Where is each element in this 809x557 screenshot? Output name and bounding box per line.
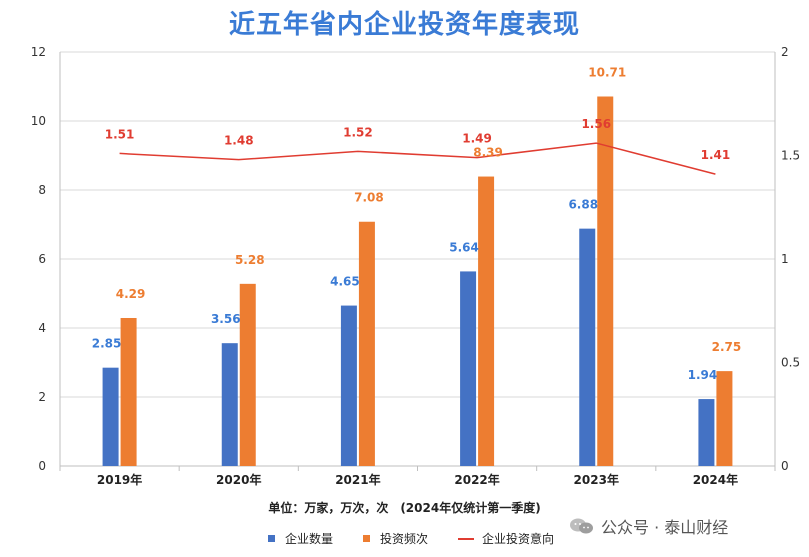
y-tick-label: 4	[38, 321, 46, 335]
y-tick-label: 0	[38, 459, 46, 473]
bar-investment-frequency	[597, 96, 614, 466]
data-label-enterprise-count: 1.94	[688, 368, 718, 382]
data-label-investment-intention: 1.48	[224, 134, 254, 148]
line-investment-intention	[119, 142, 716, 175]
x-tick-label: 2024年	[693, 472, 738, 487]
bar-investment-frequency	[239, 283, 256, 466]
y-tick-label: 2	[38, 390, 46, 404]
data-label-enterprise-count: 4.65	[330, 275, 360, 289]
bar-enterprise-count	[460, 271, 477, 466]
y-tick-label: 10	[31, 114, 46, 128]
chart-title: 近五年省内企业投资年度表现	[228, 10, 580, 40]
bar-enterprise-count	[221, 343, 238, 466]
y-tick-label: 6	[38, 252, 46, 266]
unit-note: 单位：万家，万次，次 (2024年仅统计第一季度)	[268, 501, 541, 515]
data-label-enterprise-count: 2.85	[92, 337, 122, 351]
data-label-investment-frequency: 5.28	[235, 253, 265, 267]
data-label-investment-frequency: 8.39	[473, 146, 503, 160]
data-labels: 2.85 4.29 1.51 3.56 5.28 1.48 4.65 7.08 1.52 5.64…	[92, 66, 741, 383]
legend-swatch-orange	[363, 535, 371, 542]
data-label-investment-frequency: 10.71	[588, 66, 626, 80]
data-label-enterprise-count: 5.64	[449, 240, 479, 254]
bar-enterprise-count	[579, 228, 596, 466]
data-label-investment-frequency: 7.08	[354, 191, 384, 205]
x-tick-label: 2020年	[216, 472, 261, 487]
legend-item-investment-frequency: 投资频次	[363, 530, 428, 547]
x-tick-label: 2023年	[574, 472, 619, 487]
data-label-investment-intention: 1.56	[581, 117, 611, 131]
bar-enterprise-count	[698, 399, 715, 466]
y2-tick-label: 2	[781, 45, 789, 59]
x-tick-label: 2021年	[335, 472, 380, 487]
data-label-investment-frequency: 4.29	[116, 287, 146, 301]
legend-swatch-blue	[268, 535, 275, 542]
y2-tick-label: 1	[781, 252, 789, 266]
bars	[102, 96, 733, 467]
bar-enterprise-count	[340, 305, 357, 466]
legend-item-enterprise-count: 企业数量	[268, 530, 333, 547]
watermark: 公众号 · 泰山财经	[569, 514, 728, 538]
gridlines	[60, 51, 775, 398]
line-series	[119, 142, 716, 175]
y2-tick-label: 0	[781, 459, 789, 473]
y2-tick-label: 0.5	[781, 356, 800, 370]
y-tick-label: 8	[38, 183, 46, 197]
bar-investment-frequency	[358, 221, 375, 466]
bar-investment-frequency	[478, 176, 495, 467]
data-label-enterprise-count: 3.56	[211, 312, 241, 326]
data-label-investment-frequency: 2.75	[712, 340, 742, 354]
bar-enterprise-count	[102, 367, 119, 466]
legend-label: 企业数量	[285, 532, 334, 546]
x-tick-label: 2022年	[454, 472, 499, 487]
watermark-text: 公众号 · 泰山财经	[601, 518, 729, 537]
data-label-investment-intention: 1.41	[701, 148, 731, 162]
bar-investment-frequency	[716, 371, 733, 466]
legend-line-red	[458, 537, 475, 540]
y2-tick-label: 1.5	[781, 149, 800, 163]
legend-label: 企业投资意向	[482, 532, 555, 546]
data-label-investment-intention: 1.51	[105, 127, 135, 141]
legend: 企业数量 投资频次 企业投资意向	[268, 530, 584, 547]
legend-label: 投资频次	[380, 532, 429, 546]
y-tick-label: 12	[31, 45, 46, 59]
bar-investment-frequency	[120, 317, 137, 466]
data-label-investment-intention: 1.49	[462, 132, 492, 146]
data-label-enterprise-count: 6.88	[568, 198, 598, 212]
wechat-icon	[570, 518, 593, 534]
legend-item-investment-intention: 企业投资意向	[458, 530, 554, 547]
x-tick-label: 2019年	[97, 472, 142, 487]
data-label-investment-intention: 1.52	[343, 125, 373, 139]
